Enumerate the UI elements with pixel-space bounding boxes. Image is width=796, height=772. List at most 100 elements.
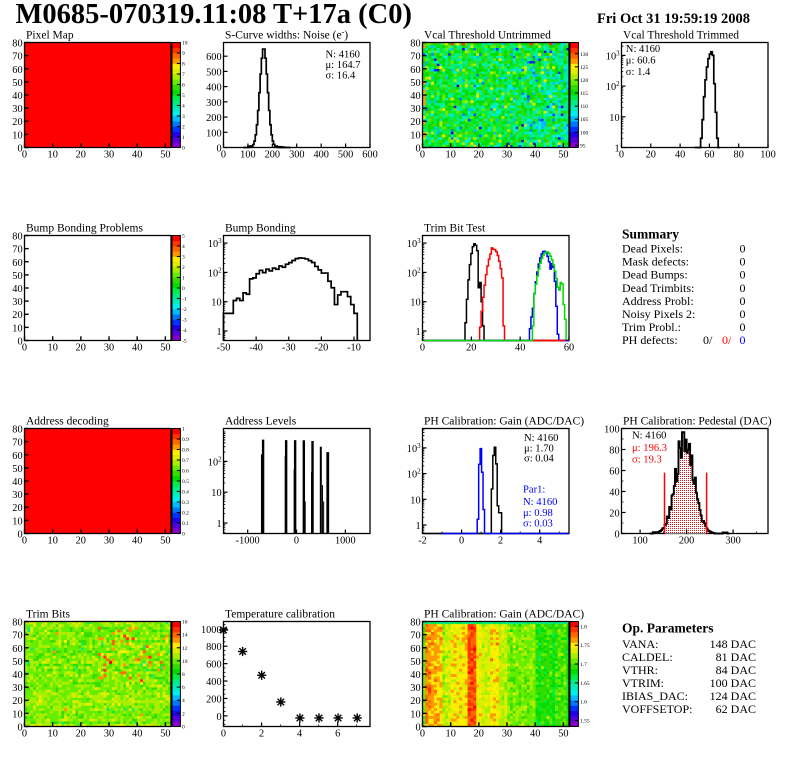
svg-text:100: 100 xyxy=(580,130,589,136)
svg-text:10: 10 xyxy=(48,149,58,160)
svg-text:100 DAC: 100 DAC xyxy=(710,676,756,690)
svg-text:Trim Probl.:: Trim Probl.: xyxy=(622,320,681,334)
svg-text:IBIAS_DAC:: IBIAS_DAC: xyxy=(622,689,688,703)
svg-text:120: 120 xyxy=(580,78,589,84)
svg-text:Address Levels: Address Levels xyxy=(225,416,297,428)
svg-text:50: 50 xyxy=(160,149,170,160)
svg-text:1.6: 1.6 xyxy=(580,700,587,706)
svg-text:6: 6 xyxy=(182,685,185,691)
svg-text:50: 50 xyxy=(160,342,170,353)
svg-text:40: 40 xyxy=(515,342,525,353)
svg-text:VANA:: VANA: xyxy=(622,637,658,651)
svg-text:0: 0 xyxy=(17,337,22,348)
svg-text:110: 110 xyxy=(580,104,588,110)
svg-text:81 DAC: 81 DAC xyxy=(716,650,756,664)
svg-text:60: 60 xyxy=(410,644,420,655)
svg-text:N: 4160: N: 4160 xyxy=(523,497,557,508)
svg-text:20: 20 xyxy=(466,342,476,353)
svg-text:0: 0 xyxy=(22,535,27,546)
svg-text:200: 200 xyxy=(265,149,280,160)
svg-text:300: 300 xyxy=(725,535,740,546)
svg-text:0: 0 xyxy=(22,149,27,160)
svg-text:70: 70 xyxy=(12,438,22,449)
svg-text:μ: 1.70: μ: 1.70 xyxy=(524,443,554,454)
svg-text:80: 80 xyxy=(609,446,619,457)
svg-text:1.55: 1.55 xyxy=(580,719,590,725)
svg-text:10: 10 xyxy=(12,323,22,334)
svg-text:50: 50 xyxy=(12,78,22,89)
svg-text:Trim Bit Test: Trim Bit Test xyxy=(424,223,486,235)
svg-text:1: 1 xyxy=(415,327,420,338)
svg-text:40: 40 xyxy=(12,284,22,295)
svg-text:σ: 0.04: σ: 0.04 xyxy=(524,454,555,465)
svg-text:0.6: 0.6 xyxy=(182,469,189,475)
svg-text:0: 0 xyxy=(22,342,27,353)
svg-text:80: 80 xyxy=(12,425,22,436)
svg-text:80: 80 xyxy=(12,618,22,629)
svg-text:20: 20 xyxy=(76,149,86,160)
svg-text:0: 0 xyxy=(420,728,425,739)
svg-text:9: 9 xyxy=(182,51,185,57)
svg-text:Address decoding: Address decoding xyxy=(26,416,109,428)
svg-text:10: 10 xyxy=(410,709,420,720)
svg-text:0: 0 xyxy=(17,530,22,541)
svg-text:0: 0 xyxy=(17,723,22,734)
svg-text:0: 0 xyxy=(294,535,299,546)
svg-text:4: 4 xyxy=(182,244,185,250)
svg-text:0: 0 xyxy=(221,728,226,739)
svg-text:2: 2 xyxy=(182,265,185,271)
svg-text:400: 400 xyxy=(206,677,221,688)
svg-text:VTRIM:: VTRIM: xyxy=(622,676,664,690)
svg-text:Par1:: Par1: xyxy=(523,484,545,495)
svg-text:115: 115 xyxy=(580,91,588,97)
svg-text:0: 0 xyxy=(415,723,420,734)
svg-text:100: 100 xyxy=(632,535,647,546)
svg-text:Bump Bonding: Bump Bonding xyxy=(225,223,296,235)
svg-text:300: 300 xyxy=(289,149,304,160)
svg-text:30: 30 xyxy=(104,728,114,739)
svg-text:20: 20 xyxy=(76,728,86,739)
svg-text:200: 200 xyxy=(206,695,221,706)
svg-text:6: 6 xyxy=(335,728,340,739)
svg-text:80: 80 xyxy=(12,232,22,243)
svg-text:100: 100 xyxy=(760,149,775,160)
svg-text:5: 5 xyxy=(182,93,185,99)
svg-text:2: 2 xyxy=(182,711,185,717)
svg-text:μ: 164.7: μ: 164.7 xyxy=(326,60,361,71)
svg-text:60: 60 xyxy=(704,149,714,160)
svg-text:200: 200 xyxy=(206,113,221,124)
svg-text:10: 10 xyxy=(48,535,58,546)
svg-text:0: 0 xyxy=(22,728,27,739)
svg-text:3: 3 xyxy=(182,255,185,261)
svg-text:-10: -10 xyxy=(347,342,361,353)
svg-text:0.9: 0.9 xyxy=(182,437,189,443)
svg-text:50: 50 xyxy=(12,464,22,475)
svg-text:400: 400 xyxy=(206,83,221,94)
svg-text:-2: -2 xyxy=(182,307,187,313)
svg-text:1: 1 xyxy=(216,519,221,530)
svg-text:10: 10 xyxy=(48,728,58,739)
svg-text:10: 10 xyxy=(211,488,221,499)
svg-text:M0685-070319.11:08 T+17a (C0): M0685-070319.11:08 T+17a (C0) xyxy=(16,0,412,30)
svg-text:0: 0 xyxy=(182,532,185,538)
svg-text:40: 40 xyxy=(410,670,420,681)
svg-text:50: 50 xyxy=(558,728,568,739)
svg-text:Summary: Summary xyxy=(622,227,679,242)
svg-text:2: 2 xyxy=(259,728,264,739)
svg-text:50: 50 xyxy=(160,535,170,546)
svg-text:3: 3 xyxy=(182,114,185,120)
svg-text:4: 4 xyxy=(297,728,302,739)
svg-text:40: 40 xyxy=(12,670,22,681)
svg-text:1000: 1000 xyxy=(335,535,356,546)
svg-text:20: 20 xyxy=(474,149,484,160)
svg-text:60: 60 xyxy=(12,258,22,269)
svg-text:0/: 0/ xyxy=(722,333,732,347)
svg-text:84 DAC: 84 DAC xyxy=(716,663,756,677)
svg-text:Trim Bits: Trim Bits xyxy=(26,609,71,621)
svg-text:30: 30 xyxy=(104,342,114,353)
svg-text:80: 80 xyxy=(734,149,744,160)
svg-text:Vcal Threshold Trimmed: Vcal Threshold Trimmed xyxy=(623,30,739,42)
svg-text:σ: 16.4: σ: 16.4 xyxy=(326,71,357,82)
svg-text:0.7: 0.7 xyxy=(182,458,189,464)
svg-text:10: 10 xyxy=(410,495,420,506)
